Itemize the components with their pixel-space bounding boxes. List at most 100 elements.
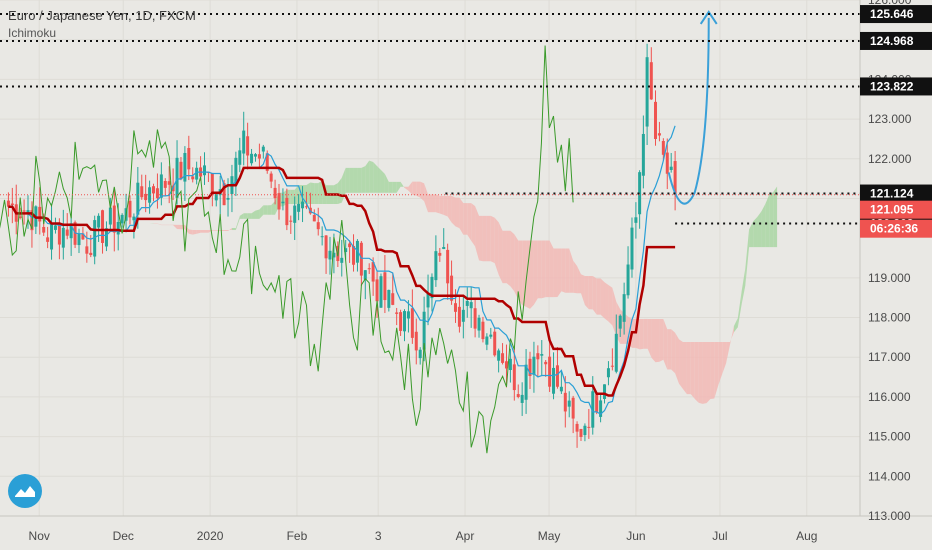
logo-icon[interactable] xyxy=(8,474,42,508)
cloud-segment xyxy=(243,213,248,219)
x-tick-label: Aug xyxy=(796,529,817,543)
indicator-lines xyxy=(0,10,718,454)
candle-body xyxy=(116,221,120,235)
cloud-segment xyxy=(686,341,691,395)
candle-body xyxy=(214,194,218,201)
level-tag xyxy=(860,77,932,96)
candle-body xyxy=(328,250,332,260)
candle-body xyxy=(501,353,505,363)
candle-body xyxy=(10,203,14,206)
candle-body xyxy=(485,336,489,345)
cloud-segment xyxy=(710,341,715,400)
cloud-segment xyxy=(369,160,374,193)
candle-body xyxy=(281,201,285,204)
candle-body xyxy=(669,166,673,170)
countdown-label: 06:26:36 xyxy=(870,222,918,236)
candle-body xyxy=(265,153,269,171)
cloud-segment xyxy=(718,341,723,386)
candle-body xyxy=(344,248,348,252)
candle-body xyxy=(414,331,418,351)
candle-body xyxy=(497,350,501,361)
cloud-segment xyxy=(659,318,664,362)
cloud-segment xyxy=(345,167,350,193)
candle-body xyxy=(285,197,289,226)
cloud-segment xyxy=(667,329,672,370)
cloud-segment xyxy=(612,287,617,337)
candle-body xyxy=(567,400,571,407)
candle-body xyxy=(250,153,254,164)
cloud-segment xyxy=(490,215,495,264)
candle-body xyxy=(552,367,556,394)
candle-body xyxy=(320,236,324,238)
cloud-segment xyxy=(424,183,429,213)
candle-body xyxy=(81,233,85,240)
cloud-segment xyxy=(573,260,578,294)
candle-body xyxy=(536,353,540,360)
cloud-segment xyxy=(471,203,476,247)
cloud-segment xyxy=(596,278,601,315)
candle-body xyxy=(289,220,293,222)
candle-body xyxy=(626,264,630,296)
y-tick-label: 126.000 xyxy=(868,0,912,7)
candle-body xyxy=(348,243,352,248)
cloud-segment xyxy=(392,181,397,193)
candle-body xyxy=(654,101,658,139)
cloud-segment xyxy=(733,318,738,333)
candle-body xyxy=(493,331,497,356)
y-tick-label: 122.000 xyxy=(868,152,912,166)
cloud-segment xyxy=(502,230,507,284)
y-tick-label: 117.000 xyxy=(868,350,911,364)
cloud-segment xyxy=(263,205,268,215)
current-price-label: 121.095 xyxy=(870,203,914,217)
cloud-segment xyxy=(737,291,742,328)
cloud-segment xyxy=(533,240,538,305)
cloud-segment xyxy=(353,167,358,193)
cloud-segment xyxy=(643,318,648,349)
candle-body xyxy=(246,136,250,156)
cloud-segment xyxy=(290,189,295,205)
candle-body xyxy=(645,57,649,127)
candle-body xyxy=(46,237,50,242)
x-tick-label: May xyxy=(538,529,561,543)
candle-body xyxy=(183,152,187,182)
cloud-segment xyxy=(228,227,232,231)
candle-body xyxy=(446,249,450,284)
candle-body xyxy=(269,173,273,182)
cloud-segment xyxy=(447,195,452,223)
current-price-tag xyxy=(860,200,932,219)
cloud-segment xyxy=(584,275,589,310)
cloud-segment xyxy=(443,195,448,217)
candle-body xyxy=(595,394,599,412)
candle-body xyxy=(324,235,328,259)
level-tag-label: 125.646 xyxy=(870,7,914,21)
candle-body xyxy=(50,222,54,250)
forecast-arrow-path xyxy=(667,17,710,205)
candle-body xyxy=(97,215,101,228)
candle-body xyxy=(332,252,336,258)
candle-body xyxy=(571,397,575,419)
candle-body xyxy=(544,361,548,365)
candle-body xyxy=(316,222,320,230)
cloud-segment xyxy=(726,341,731,364)
candle-body xyxy=(312,214,316,222)
candle-body xyxy=(630,227,634,270)
cloud-segment xyxy=(384,174,389,193)
candle-body xyxy=(144,193,148,201)
candle-body xyxy=(438,252,442,256)
cloud-segment xyxy=(514,234,519,300)
cloud-segment xyxy=(212,230,217,231)
cloud-segment xyxy=(675,332,680,384)
cloud-segment xyxy=(388,181,393,193)
cloud-segment xyxy=(475,206,480,261)
candle-body xyxy=(340,257,344,263)
cloud-segment xyxy=(663,318,668,370)
candle-body xyxy=(473,308,477,329)
candle-body xyxy=(591,391,595,428)
cloud-segment xyxy=(373,161,378,193)
cloud-segment xyxy=(271,200,276,215)
candle-body xyxy=(422,311,426,350)
cloud-segment xyxy=(177,224,181,230)
candle-body xyxy=(614,333,618,372)
